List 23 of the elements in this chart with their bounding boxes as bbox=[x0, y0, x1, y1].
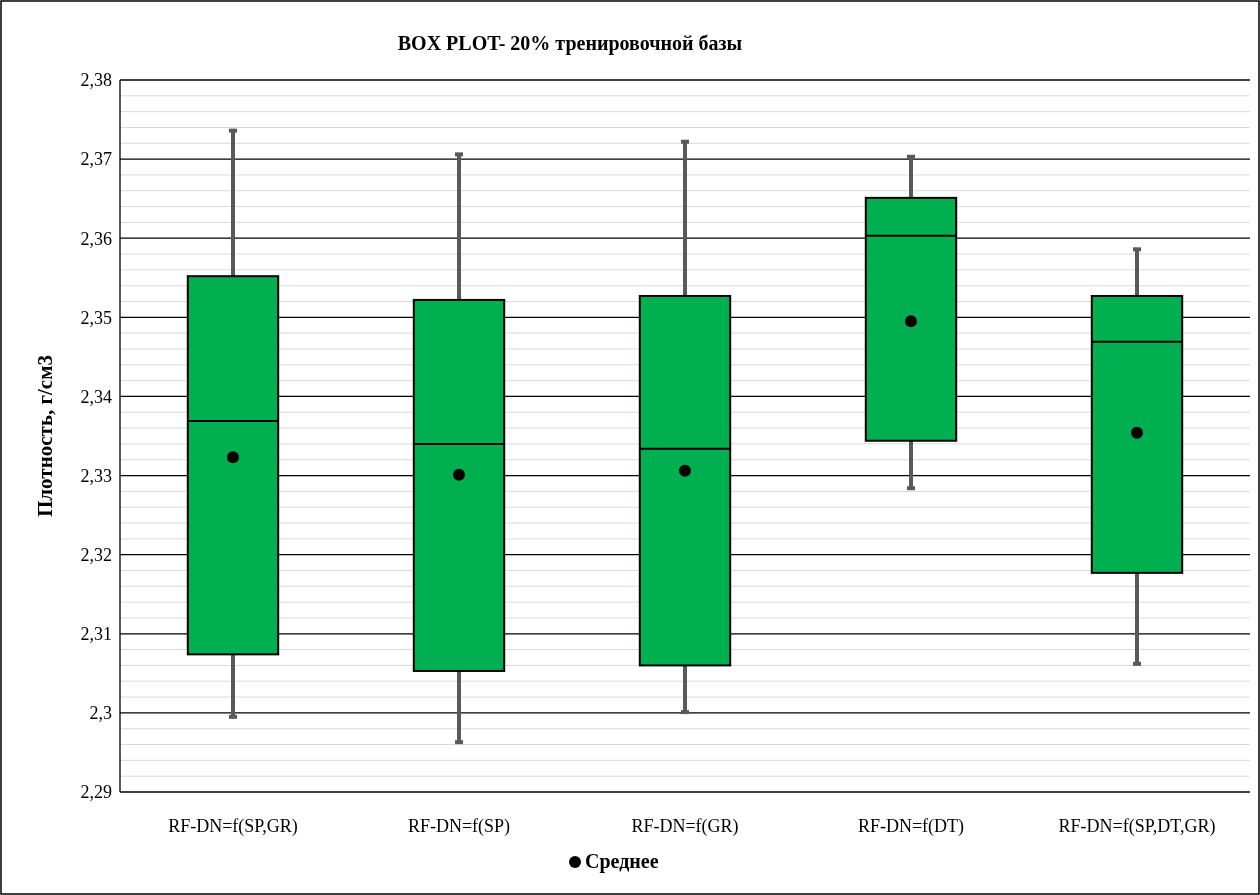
x-tick-label: RF-DN=f(SP,GR) bbox=[168, 816, 298, 837]
point bbox=[679, 464, 691, 477]
y-tick-label: 2,36 bbox=[80, 228, 112, 249]
point bbox=[905, 315, 917, 328]
y-axis-title: Плотность, г/см3 bbox=[33, 355, 57, 517]
x-tick-label: RF-DN=f(GR) bbox=[631, 816, 739, 837]
x-tick-label: RF-DN=f(SP) bbox=[407, 816, 511, 837]
y-tick-label: 2,35 bbox=[80, 307, 112, 328]
y-tick-label: 2,34 bbox=[80, 386, 112, 407]
point bbox=[1131, 426, 1143, 439]
point bbox=[227, 451, 239, 464]
y-tick-label: 2,29 bbox=[80, 782, 112, 803]
x-tick-label: RF-DN=f(SP,DT,GR) bbox=[1058, 816, 1216, 837]
chart-title: BOX PLOT- 20% тренировочной базы bbox=[397, 32, 743, 55]
y-tick-label: 2,3 bbox=[89, 703, 112, 724]
y-tick-label: 2,38 bbox=[80, 70, 112, 91]
legend-label: Среднее bbox=[585, 850, 659, 873]
y-tick-label: 2,33 bbox=[80, 465, 112, 486]
y-tick-label: 2,31 bbox=[80, 624, 112, 645]
x-tick-label: RF-DN=f(DT) bbox=[857, 816, 965, 837]
y-tick-label: 2,32 bbox=[80, 544, 112, 565]
y-tick-label: 2,37 bbox=[80, 149, 112, 170]
point bbox=[453, 468, 465, 481]
